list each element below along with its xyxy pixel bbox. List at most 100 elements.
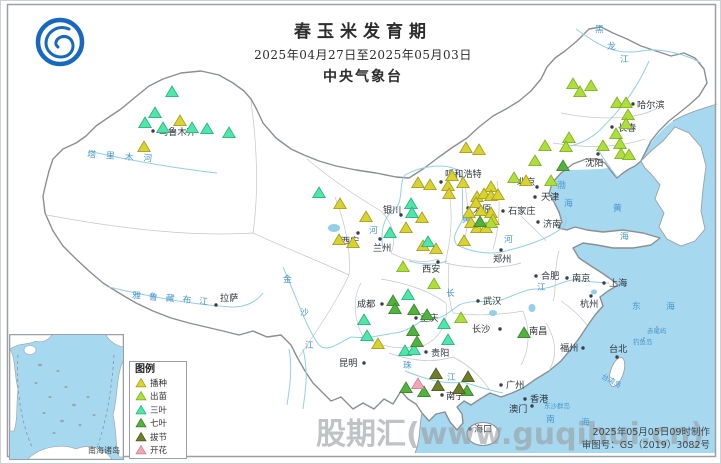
stage-marker-sowing (345, 236, 361, 248)
stage-marker-emergence (527, 154, 543, 166)
legend-box: 图例 播种 出苗 三叶 七叶 拔节 开花 (129, 361, 187, 459)
city-label: 香港 (530, 393, 548, 405)
city-dot (631, 102, 635, 106)
city-dot (535, 185, 539, 189)
city-dot (602, 281, 606, 285)
city-label: 合肥 (541, 270, 559, 282)
stage-marker-sowing (172, 114, 188, 126)
stage-markers-layer (136, 77, 637, 397)
water-label: 江 (620, 54, 629, 65)
stage-marker-sowing (455, 176, 471, 188)
legend-item-three_leaf: 三叶 (135, 403, 186, 417)
stage-marker-three_leaf (440, 333, 456, 345)
stage-marker-emergence (426, 277, 442, 289)
city-label: 武汉 (483, 295, 501, 307)
water-label: 河 (369, 224, 378, 236)
stage-marker-seven_leaf (387, 302, 403, 314)
legend-item-label: 出苗 (150, 392, 168, 403)
inset-hainan (23, 345, 37, 355)
inset-philippines (112, 360, 123, 458)
city-dot (476, 299, 480, 303)
city-label: 郑州 (493, 253, 511, 265)
yellow-river (381, 165, 567, 254)
vietnam-coastline (414, 412, 423, 454)
city-dot (362, 361, 366, 365)
stage-marker-sowing (458, 141, 474, 153)
title-block: 春玉米发育期 2025年04月27日至2025年05月03日 中央气象台 (171, 17, 555, 86)
watermark: 股期汇(www.guqihui.cn) (316, 417, 705, 452)
city-dot (440, 393, 444, 397)
city-dot (151, 129, 155, 133)
city-label: 南京 (572, 272, 590, 284)
stage-marker-sowing (422, 178, 438, 190)
city-dot (468, 427, 472, 431)
stage-marker-emergence (595, 139, 611, 151)
legend-rows: 播种 出苗 三叶 七叶 拔节 开花 (135, 376, 186, 457)
city-dot (378, 237, 382, 241)
water-label: 珠 (403, 359, 412, 371)
mekong-river (302, 348, 307, 410)
stage-marker-sowing (456, 234, 472, 246)
water-label: 金 (283, 273, 292, 285)
legend-item-label: 拔节 (150, 432, 168, 443)
produced-time: 2025年05月05日09时制作 (592, 427, 710, 438)
city-label: 银川 (383, 204, 401, 216)
stage-marker-three_leaf (137, 116, 153, 128)
legend-item-sowing: 播种 (135, 376, 186, 390)
page-title: 春玉米发育期 (294, 22, 432, 42)
inset-label: 南海诸岛 (88, 446, 120, 455)
stage-marker-emergence (558, 140, 574, 152)
poyang-lake (528, 304, 536, 312)
stage-marker-seven_leaf (419, 308, 435, 320)
city-dot (501, 209, 505, 213)
stage-marker-sowing (331, 233, 347, 245)
production-info: 2025年05月05日09时制作 审图号：GS（2019）3082号 (582, 426, 710, 452)
water-label: 长 (446, 287, 455, 299)
korea-peninsula (640, 126, 707, 247)
stage-marker-seven_leaf (398, 381, 414, 393)
water-label: 海 (564, 197, 573, 209)
city-dot (610, 125, 614, 129)
city-label: 拉萨 (220, 292, 238, 304)
legend-item-label: 播种 (150, 378, 168, 389)
city-dot (424, 350, 428, 354)
stage-marker-emergence (572, 85, 588, 97)
stage-marker-jointing (428, 367, 444, 379)
city-label: 台北 (609, 343, 627, 355)
legend-title: 图例 (135, 364, 155, 375)
stage-marker-sowing (441, 187, 457, 199)
city-label: 澳门 (509, 403, 527, 415)
three_leaf-triangle-icon (135, 404, 147, 415)
city-label: 昆明 (339, 358, 357, 369)
city-label: 兰州 (373, 242, 391, 254)
water-label: 海 (620, 230, 629, 242)
liao-river (598, 150, 618, 178)
flowering-triangle-icon (135, 445, 147, 455)
city-dot (499, 248, 503, 252)
city-label: 贵阳 (431, 347, 449, 359)
stage-marker-emergence (618, 117, 634, 129)
stage-marker-sowing (473, 204, 489, 216)
city-label: 长沙 (472, 323, 490, 335)
water-label: 江 (447, 372, 456, 383)
water-label: 南 (546, 413, 555, 425)
city-dot (439, 180, 443, 184)
water-label: 海 (666, 300, 675, 312)
city-dot (581, 346, 585, 350)
seven_leaf-triangle-icon (135, 418, 147, 428)
stage-marker-three_leaf (356, 313, 372, 325)
stage-marker-seven_leaf (406, 303, 422, 315)
inset-vietnam (10, 348, 19, 432)
stage-marker-sowing (428, 242, 444, 254)
stage-marker-sowing (398, 221, 414, 233)
cma-logo-icon (35, 17, 85, 67)
water-label: 江 (305, 340, 314, 351)
city-label: 石家庄 (508, 205, 536, 217)
stage-marker-emergence (618, 96, 634, 108)
stage-marker-sowing (358, 210, 374, 222)
stage-marker-sowing (444, 169, 460, 181)
water-label: 龙 (607, 40, 616, 52)
inset-taiwan (105, 335, 123, 348)
south-china-sea-inset: 南海诸岛 (9, 334, 124, 460)
